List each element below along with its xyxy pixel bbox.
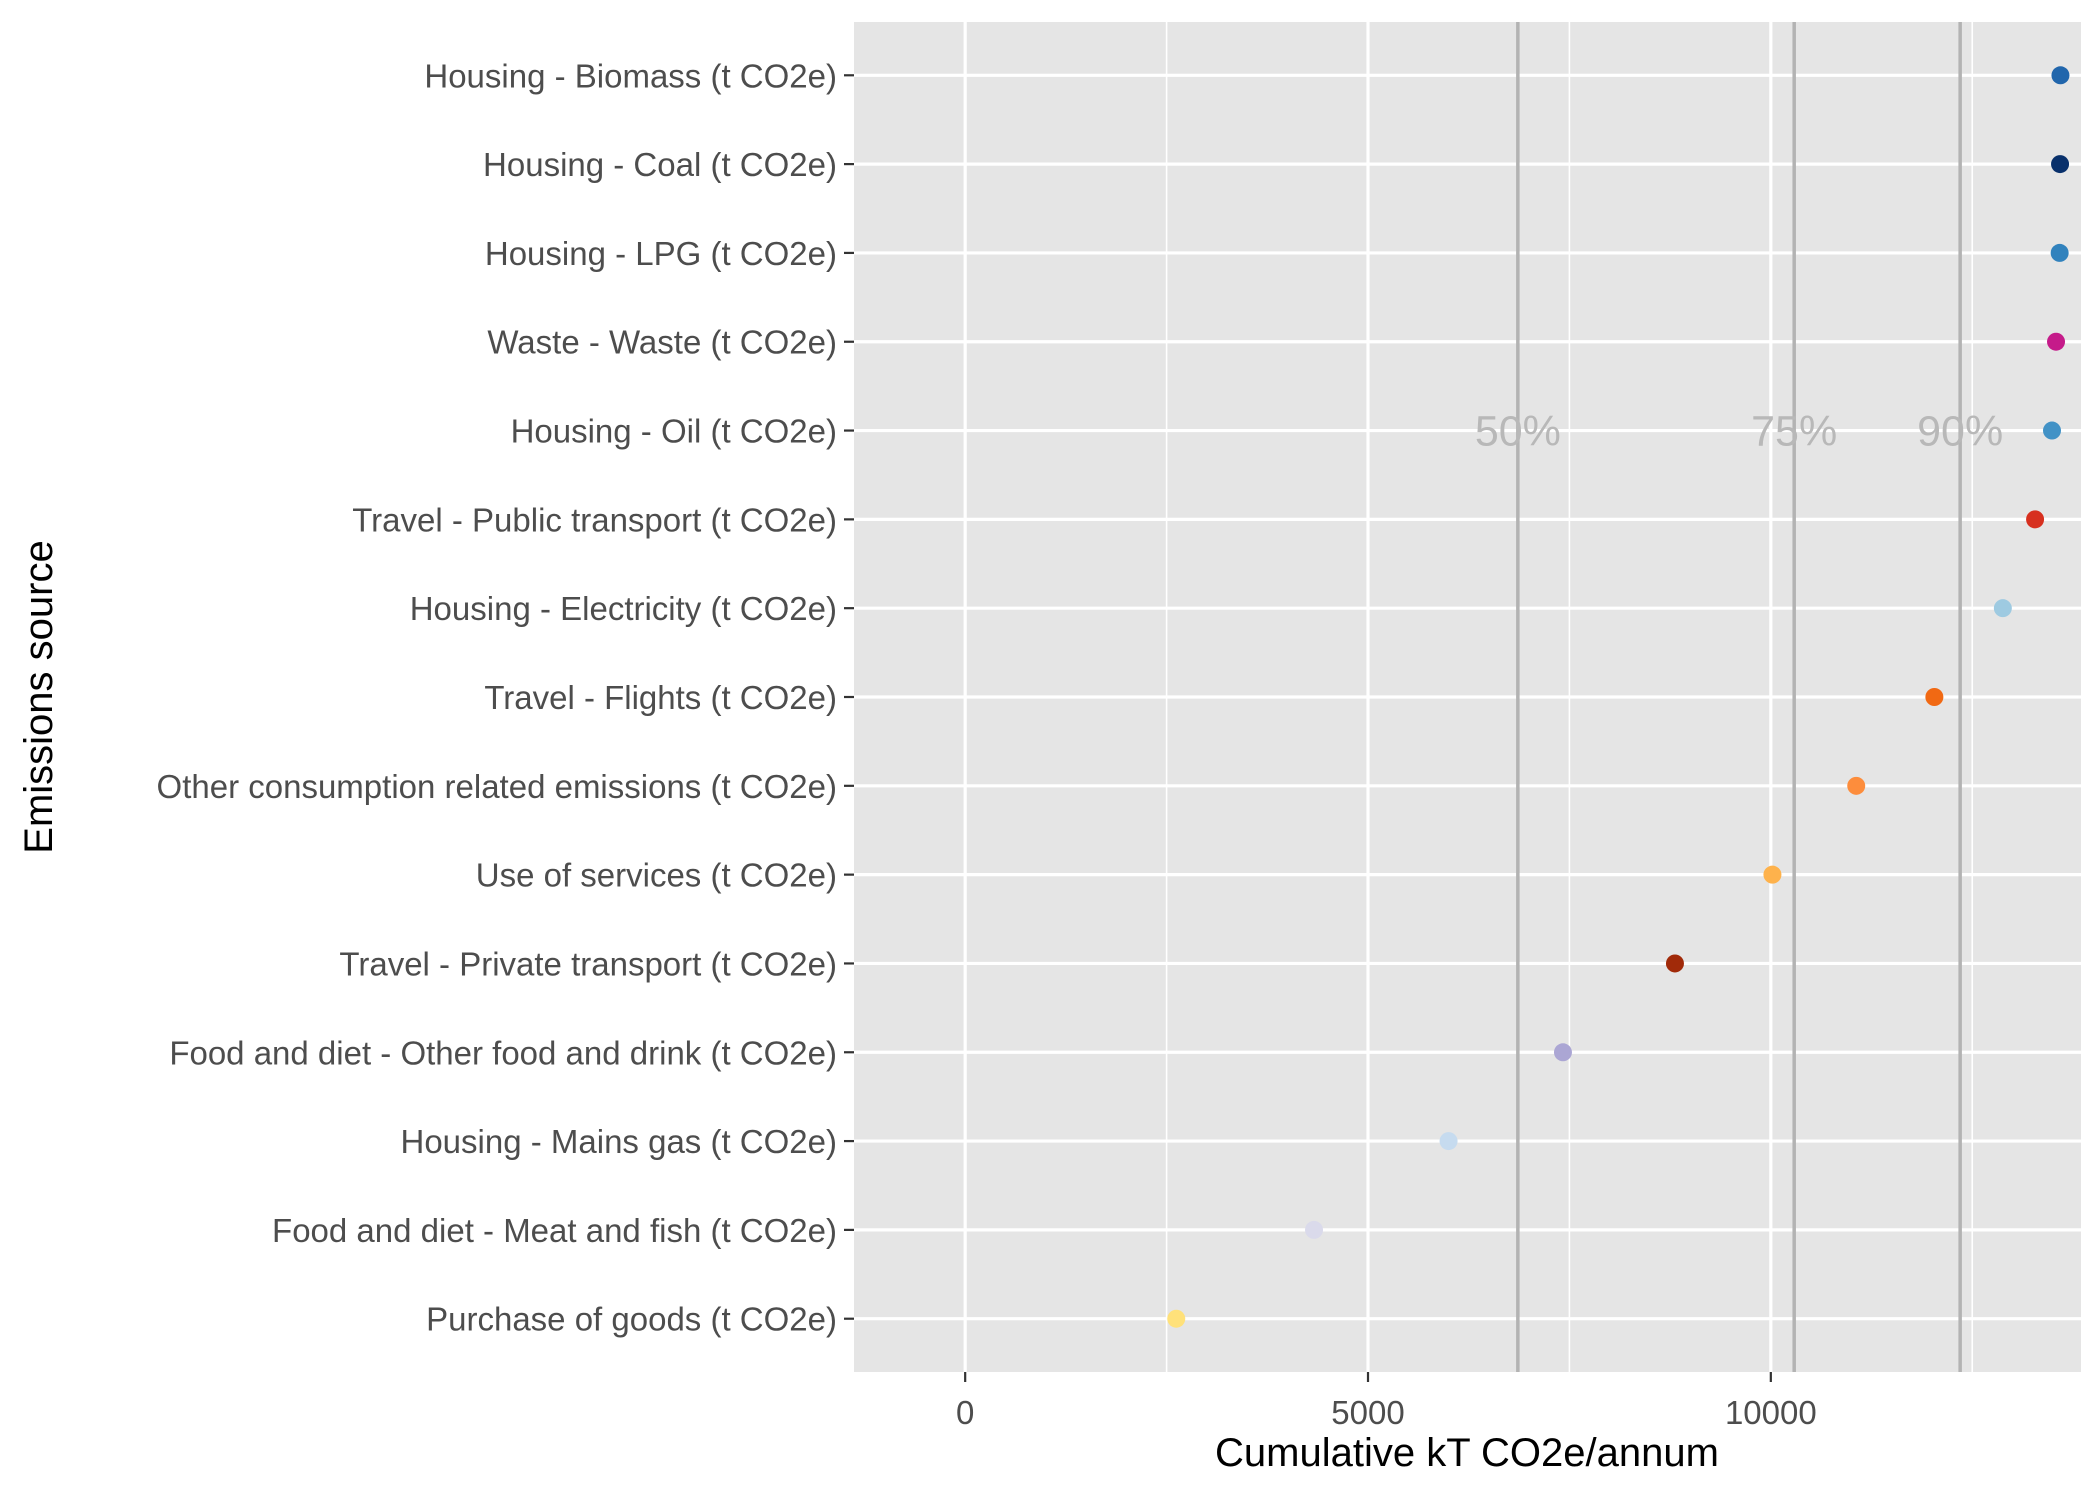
category-label: Housing - Mains gas (t CO2e)	[401, 1123, 838, 1160]
category-label: Food and diet - Meat and fish (t CO2e)	[272, 1212, 837, 1249]
category-label: Housing - Electricity (t CO2e)	[410, 590, 837, 627]
data-point	[2050, 243, 2069, 262]
category-label: Food and diet - Other food and drink (t …	[169, 1034, 837, 1071]
data-point	[2042, 421, 2061, 440]
data-point	[1439, 1132, 1458, 1151]
x-tick-label: 10000	[1725, 1394, 1817, 1431]
category-label: Use of services (t CO2e)	[476, 857, 837, 894]
category-label: Housing - Oil (t CO2e)	[511, 413, 837, 450]
data-point	[1665, 954, 1684, 973]
x-tick-label: 5000	[1331, 1394, 1404, 1431]
category-label: Purchase of goods (t CO2e)	[426, 1301, 837, 1338]
x-axis-ticks: 0 5000 10000	[956, 1372, 1817, 1431]
data-points	[1167, 66, 2070, 1328]
category-label: Housing - LPG (t CO2e)	[485, 235, 837, 272]
data-point	[1553, 1043, 1572, 1062]
grid-major-lines	[854, 22, 2081, 1372]
y-axis-title: Emissions source	[17, 540, 61, 853]
category-label: Other consumption related emissions (t C…	[157, 768, 837, 805]
category-label: Travel - Flights (t CO2e)	[484, 679, 837, 716]
data-point	[1763, 865, 1782, 884]
category-label: Travel - Public transport (t CO2e)	[352, 501, 837, 538]
data-point	[1847, 776, 1866, 795]
category-label: Housing - Biomass (t CO2e)	[424, 57, 837, 94]
data-point	[2026, 510, 2045, 529]
x-tick-label: 0	[956, 1394, 974, 1431]
x-axis-title: Cumulative kT CO2e/annum	[1215, 1431, 1719, 1475]
y-axis-ticks: Housing - Biomass (t CO2e) Housing - Coal…	[157, 57, 854, 1338]
reference-line-label: 75%	[1751, 408, 1837, 456]
reference-lines: 50% 75% 90%	[1475, 22, 2003, 1372]
data-point	[2051, 155, 2070, 174]
data-point	[2051, 66, 2070, 85]
data-point	[1993, 599, 2012, 618]
data-point	[1925, 688, 1944, 706]
reference-line-label: 50%	[1475, 408, 1561, 456]
data-point	[2047, 332, 2066, 351]
data-point	[1305, 1220, 1324, 1239]
category-label: Waste - Waste (t CO2e)	[487, 324, 837, 361]
data-point	[1167, 1309, 1186, 1328]
category-label: Housing - Coal (t CO2e)	[483, 146, 837, 183]
reference-line-label: 90%	[1917, 408, 2003, 456]
category-label: Travel - Private transport (t CO2e)	[339, 945, 837, 982]
